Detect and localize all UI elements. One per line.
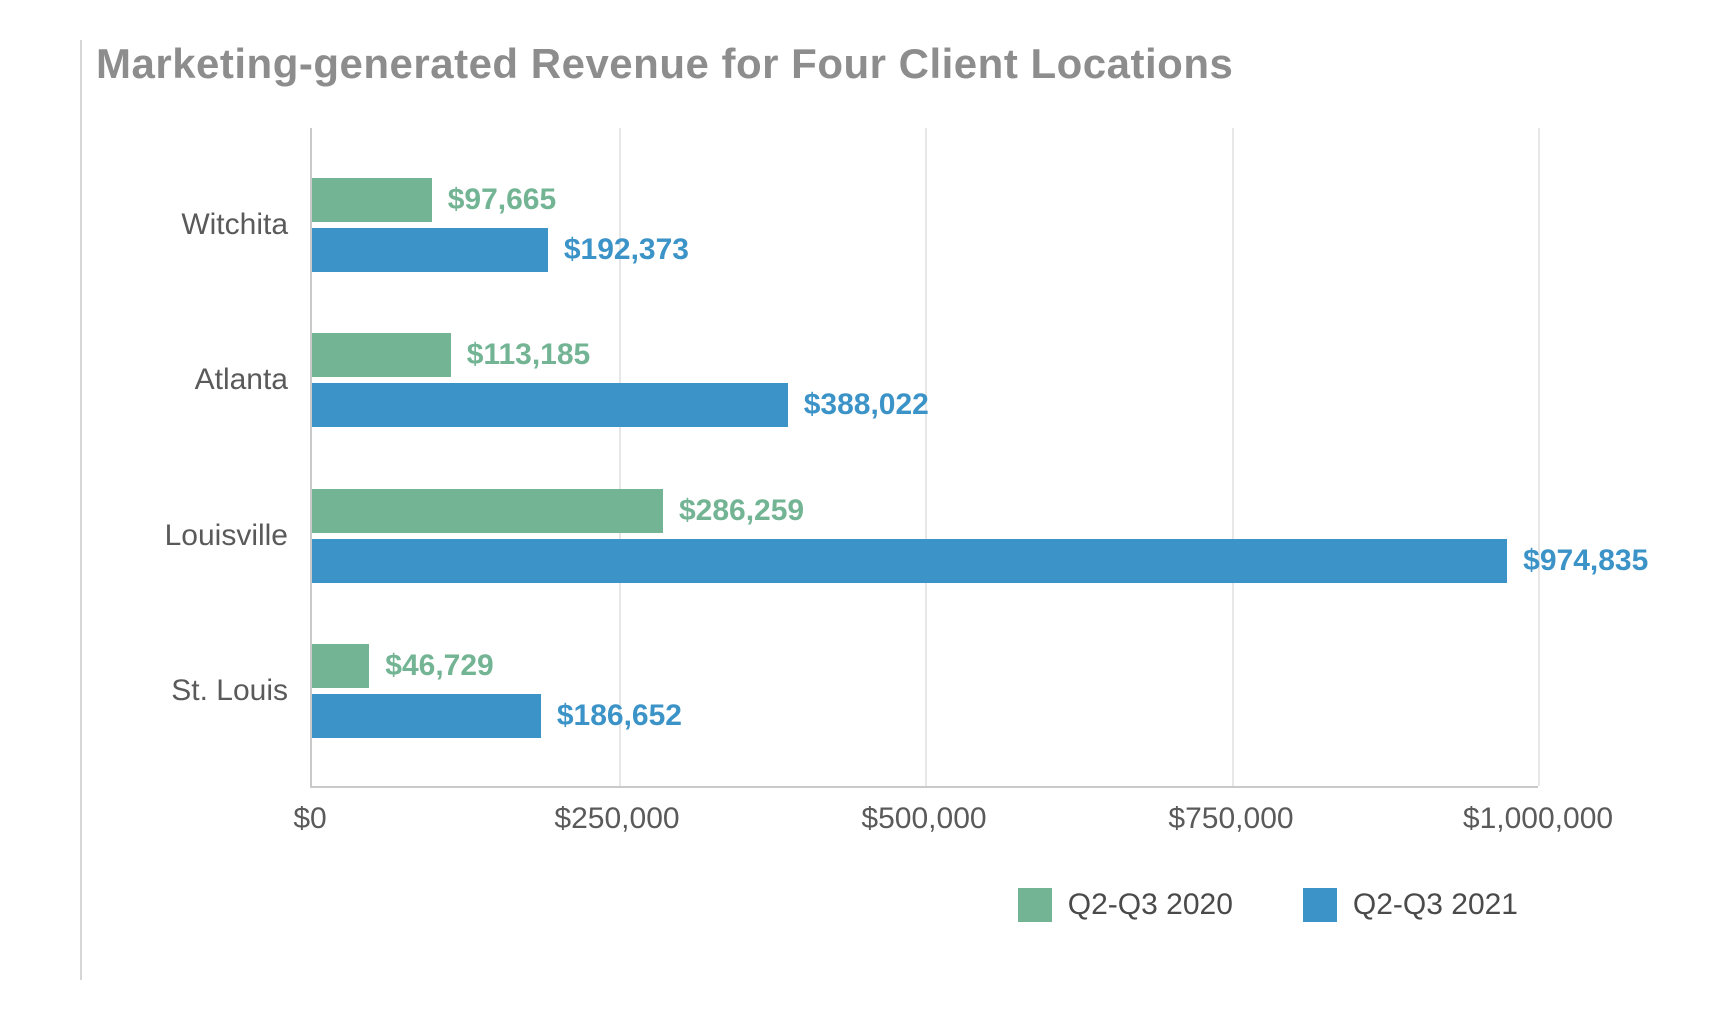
chart-title: Marketing-generated Revenue for Four Cli… — [96, 40, 1658, 88]
value-label: $186,652 — [541, 699, 682, 733]
bar: $388,022 — [312, 383, 788, 427]
x-tick-label: $750,000 — [1168, 802, 1293, 836]
category-label: Louisville — [165, 519, 312, 553]
category-group: Louisville$286,259$974,835 — [312, 489, 1538, 583]
category-group: Atlanta$113,185$388,022 — [312, 333, 1538, 427]
chart: Witchita$97,665$192,373Atlanta$113,185$3… — [150, 128, 1658, 922]
legend-item: Q2-Q3 2021 — [1303, 888, 1518, 922]
value-label: $286,259 — [663, 494, 804, 528]
category-label: St. Louis — [171, 674, 312, 708]
bar: $974,835 — [312, 539, 1507, 583]
category-label: Witchita — [181, 208, 312, 242]
chart-container: Marketing-generated Revenue for Four Cli… — [0, 0, 1718, 1020]
legend-label: Q2-Q3 2020 — [1068, 888, 1233, 922]
bar: $192,373 — [312, 228, 548, 272]
value-label: $388,022 — [788, 388, 929, 422]
category-group: Witchita$97,665$192,373 — [312, 178, 1538, 272]
category-label: Atlanta — [195, 363, 312, 397]
bar: $46,729 — [312, 644, 369, 688]
value-label: $974,835 — [1507, 544, 1648, 578]
legend-label: Q2-Q3 2021 — [1353, 888, 1518, 922]
x-axis-ticks: $0$250,000$500,000$750,000$1,000,000 — [310, 788, 1538, 848]
x-tick-label: $250,000 — [554, 802, 679, 836]
bar: $113,185 — [312, 333, 451, 377]
value-label: $192,373 — [548, 233, 689, 267]
left-rule — [80, 40, 82, 980]
x-tick-label: $500,000 — [861, 802, 986, 836]
bar: $97,665 — [312, 178, 432, 222]
value-label: $113,185 — [451, 338, 590, 372]
gridline — [1538, 128, 1540, 786]
legend-swatch — [1018, 888, 1052, 922]
legend-swatch — [1303, 888, 1337, 922]
category-group: St. Louis$46,729$186,652 — [312, 644, 1538, 738]
x-tick-label: $0 — [293, 802, 326, 836]
legend: Q2-Q3 2020 Q2-Q3 2021 — [150, 888, 1518, 922]
bar: $286,259 — [312, 489, 663, 533]
value-label: $97,665 — [432, 183, 556, 217]
x-tick-label: $1,000,000 — [1463, 802, 1613, 836]
plot-area: Witchita$97,665$192,373Atlanta$113,185$3… — [310, 128, 1538, 788]
value-label: $46,729 — [369, 649, 493, 683]
legend-item: Q2-Q3 2020 — [1018, 888, 1233, 922]
bar: $186,652 — [312, 694, 541, 738]
